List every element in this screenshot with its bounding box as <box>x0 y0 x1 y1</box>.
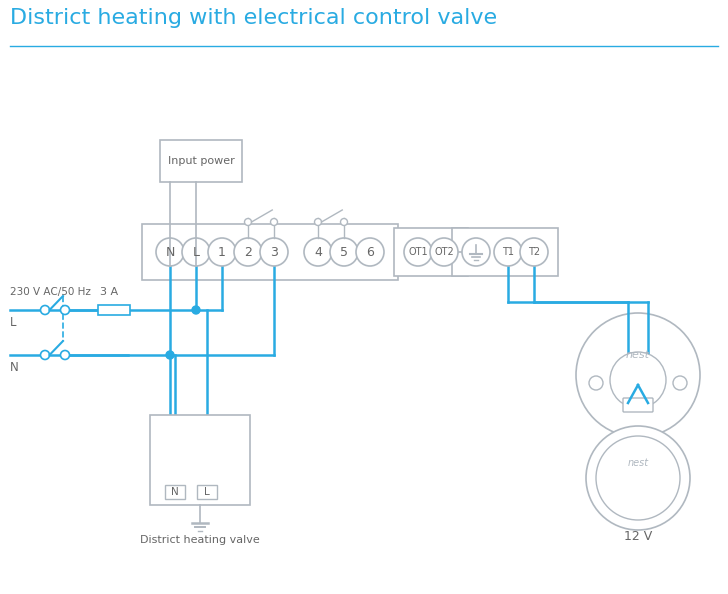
Circle shape <box>314 219 322 226</box>
Circle shape <box>260 238 288 266</box>
Text: nest: nest <box>626 350 650 360</box>
Circle shape <box>586 426 690 530</box>
Text: OT1: OT1 <box>408 247 428 257</box>
Circle shape <box>182 238 210 266</box>
Text: T1: T1 <box>502 247 514 257</box>
Text: N: N <box>10 361 19 374</box>
Text: L: L <box>204 487 210 497</box>
Circle shape <box>673 376 687 390</box>
Circle shape <box>494 238 522 266</box>
Circle shape <box>610 352 666 408</box>
FancyBboxPatch shape <box>452 228 558 276</box>
Text: 3: 3 <box>270 245 278 258</box>
Text: 2: 2 <box>244 245 252 258</box>
Text: Input power: Input power <box>167 156 234 166</box>
FancyBboxPatch shape <box>394 228 468 276</box>
Bar <box>160 140 242 182</box>
Circle shape <box>41 305 50 314</box>
Circle shape <box>60 305 69 314</box>
Text: District heating valve: District heating valve <box>140 535 260 545</box>
Circle shape <box>404 238 432 266</box>
Circle shape <box>41 350 50 359</box>
FancyBboxPatch shape <box>623 398 653 412</box>
Text: 4: 4 <box>314 245 322 258</box>
FancyBboxPatch shape <box>142 224 398 280</box>
Circle shape <box>304 238 332 266</box>
Text: 230 V AC/50 Hz: 230 V AC/50 Hz <box>10 287 91 297</box>
Circle shape <box>208 238 236 266</box>
Circle shape <box>462 238 490 266</box>
Circle shape <box>166 351 174 359</box>
Circle shape <box>330 238 358 266</box>
Text: L: L <box>10 316 17 329</box>
Circle shape <box>576 313 700 437</box>
Circle shape <box>589 376 603 390</box>
Circle shape <box>520 238 548 266</box>
Text: 5: 5 <box>340 245 348 258</box>
Circle shape <box>430 238 458 266</box>
Text: nest: nest <box>628 458 649 468</box>
Circle shape <box>156 238 184 266</box>
Circle shape <box>271 219 277 226</box>
Circle shape <box>234 238 262 266</box>
Bar <box>98 305 130 315</box>
Bar <box>165 485 185 499</box>
Text: N: N <box>171 487 179 497</box>
Text: N: N <box>165 245 175 258</box>
Text: T2: T2 <box>528 247 540 257</box>
Text: L: L <box>192 245 199 258</box>
Text: OT2: OT2 <box>434 247 454 257</box>
Bar <box>197 485 217 499</box>
Circle shape <box>596 436 680 520</box>
Text: 3 A: 3 A <box>100 287 118 297</box>
Circle shape <box>60 350 69 359</box>
Text: District heating with electrical control valve: District heating with electrical control… <box>10 8 497 28</box>
Text: 6: 6 <box>366 245 374 258</box>
Circle shape <box>356 238 384 266</box>
Text: 12 V: 12 V <box>624 530 652 543</box>
Text: 1: 1 <box>218 245 226 258</box>
Bar <box>150 415 250 505</box>
Circle shape <box>192 306 200 314</box>
Circle shape <box>341 219 347 226</box>
Circle shape <box>245 219 251 226</box>
